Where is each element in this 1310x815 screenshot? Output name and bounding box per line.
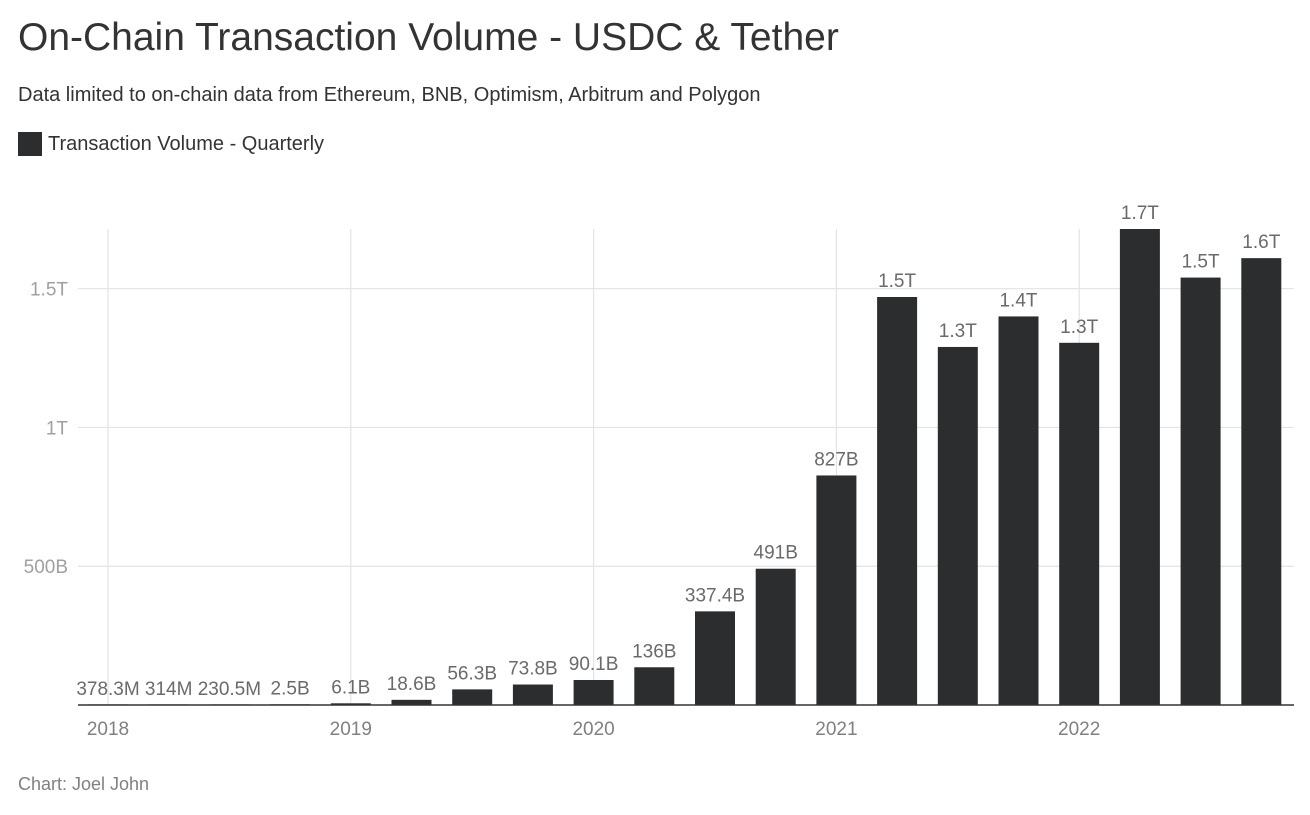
data-label: 90.1B	[569, 654, 619, 675]
x-tick-label: 2021	[815, 719, 857, 740]
data-label: 6.1B	[331, 677, 370, 698]
data-label: 1.7T	[1121, 203, 1159, 224]
data-label: 491B	[754, 543, 798, 564]
data-label: 314M	[145, 679, 193, 700]
data-label: 136B	[632, 641, 676, 662]
x-tick-label: 2022	[1058, 719, 1100, 740]
data-label: 1.5T	[1182, 252, 1220, 273]
y-tick-label: 500B	[24, 557, 68, 578]
y-tick-label: 1.5T	[30, 280, 68, 301]
data-label: 18.6B	[387, 674, 437, 695]
bar	[1059, 342, 1100, 705]
bar	[1180, 277, 1221, 705]
bar	[755, 568, 796, 705]
data-label: 337.4B	[685, 585, 745, 606]
data-label: 378.3M	[76, 679, 139, 700]
chart-subtitle: Data limited to on-chain data from Ether…	[18, 84, 761, 106]
bar	[512, 684, 553, 705]
bar	[573, 679, 614, 705]
legend-swatch	[18, 132, 42, 156]
y-tick-label: 1T	[46, 418, 69, 439]
x-tick-label: 2018	[87, 719, 129, 740]
chart-title: On-Chain Transaction Volume - USDC & Tet…	[18, 16, 839, 59]
data-label: 56.3B	[447, 663, 497, 684]
chart-credit: Chart: Joel John	[18, 774, 150, 794]
bar	[452, 689, 493, 705]
bar	[330, 703, 371, 705]
data-label: 73.8B	[508, 659, 558, 680]
bar	[391, 699, 432, 705]
data-label: 1.6T	[1242, 232, 1280, 253]
data-label: 230.5M	[198, 679, 261, 700]
data-label: 827B	[814, 449, 858, 470]
bar	[816, 475, 857, 705]
bar	[634, 667, 675, 705]
bar	[1241, 258, 1282, 705]
x-tick-label: 2019	[330, 719, 372, 740]
data-label: 1.5T	[878, 271, 916, 292]
bar	[1119, 229, 1160, 705]
bar	[998, 316, 1039, 705]
bar	[695, 611, 735, 705]
x-tick-label: 2020	[572, 719, 614, 740]
data-label: 1.3T	[1060, 317, 1098, 338]
data-label: 1.4T	[999, 290, 1037, 311]
legend: Transaction Volume - Quarterly	[18, 132, 324, 156]
data-label: 1.3T	[939, 321, 977, 342]
bar	[937, 346, 978, 705]
bar	[877, 297, 918, 705]
data-label: 2.5B	[271, 678, 310, 699]
legend-label: Transaction Volume - Quarterly	[48, 132, 325, 155]
